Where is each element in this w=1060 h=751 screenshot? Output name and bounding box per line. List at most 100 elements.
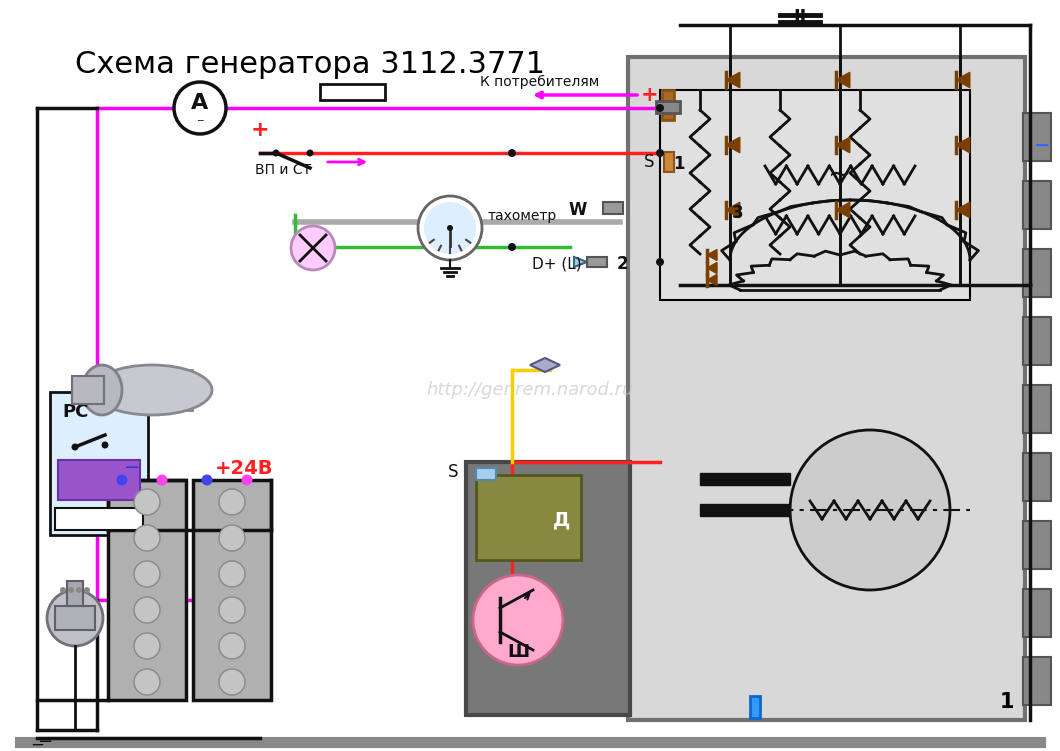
Bar: [662, 90, 674, 120]
Ellipse shape: [92, 365, 212, 415]
Bar: [628, 57, 1025, 720]
Circle shape: [424, 202, 476, 254]
Polygon shape: [707, 263, 717, 273]
Polygon shape: [707, 275, 717, 285]
Text: тахометр: тахометр: [488, 209, 558, 223]
Circle shape: [134, 489, 160, 515]
Bar: [700, 504, 790, 516]
Bar: [72, 376, 104, 404]
Bar: [664, 152, 674, 172]
Text: −: −: [37, 733, 53, 751]
Text: −: −: [124, 459, 140, 478]
Bar: [108, 480, 186, 700]
Circle shape: [790, 430, 950, 590]
Circle shape: [71, 444, 78, 451]
Bar: [750, 696, 760, 718]
Circle shape: [272, 149, 280, 156]
Circle shape: [292, 226, 335, 270]
Bar: [50, 392, 148, 535]
Text: II: II: [793, 8, 807, 26]
Text: http://genrem.narod.ru: http://genrem.narod.ru: [426, 381, 634, 399]
Polygon shape: [956, 202, 970, 218]
Circle shape: [117, 475, 127, 485]
Text: 2: 2: [616, 255, 628, 273]
Circle shape: [219, 561, 245, 587]
Bar: [1023, 113, 1052, 161]
Bar: [1023, 249, 1052, 297]
Text: _: _: [197, 111, 202, 121]
Text: −: −: [1034, 135, 1050, 155]
Text: W: W: [569, 201, 587, 219]
Text: +: +: [250, 120, 269, 140]
Text: D+ (L): D+ (L): [532, 257, 582, 272]
Bar: [67, 581, 83, 606]
Polygon shape: [956, 137, 970, 152]
Text: +: +: [641, 85, 659, 105]
Text: Схема генератора 3112.3771: Схема генератора 3112.3771: [75, 50, 545, 79]
Circle shape: [219, 597, 245, 623]
Circle shape: [134, 633, 160, 659]
Polygon shape: [835, 137, 850, 152]
Polygon shape: [956, 72, 970, 88]
Bar: [660, 90, 970, 300]
Bar: [1023, 589, 1052, 637]
Circle shape: [508, 149, 516, 157]
Polygon shape: [726, 202, 740, 218]
Circle shape: [76, 587, 82, 593]
Text: −: −: [30, 736, 43, 751]
Polygon shape: [726, 137, 740, 152]
Text: 1: 1: [673, 155, 685, 173]
Bar: [476, 475, 581, 560]
Circle shape: [656, 258, 664, 266]
Text: РС: РС: [61, 403, 88, 421]
Polygon shape: [707, 249, 717, 261]
Circle shape: [60, 587, 66, 593]
Circle shape: [656, 104, 664, 112]
Bar: [1023, 317, 1052, 365]
Circle shape: [47, 590, 103, 646]
Bar: [587, 257, 607, 267]
Circle shape: [174, 82, 226, 134]
Text: A: A: [192, 93, 209, 113]
Circle shape: [102, 442, 108, 448]
Bar: [1023, 657, 1052, 705]
Bar: [466, 462, 630, 715]
Polygon shape: [835, 202, 850, 218]
Bar: [603, 202, 623, 214]
Text: 1: 1: [1000, 692, 1014, 712]
Polygon shape: [726, 72, 740, 88]
Polygon shape: [530, 358, 560, 372]
Circle shape: [508, 243, 516, 251]
Text: 3: 3: [732, 204, 744, 222]
Bar: [1023, 181, 1052, 229]
Circle shape: [219, 525, 245, 551]
Circle shape: [219, 489, 245, 515]
Text: Д: Д: [552, 511, 569, 529]
Circle shape: [84, 587, 90, 593]
Bar: [1023, 385, 1052, 433]
Bar: [55, 606, 95, 630]
Circle shape: [134, 597, 160, 623]
Ellipse shape: [82, 365, 122, 415]
Text: +24В: +24В: [215, 459, 273, 478]
Circle shape: [473, 575, 563, 665]
Circle shape: [134, 669, 160, 695]
Bar: [320, 84, 385, 100]
Bar: [1023, 453, 1052, 501]
Bar: [1023, 521, 1052, 569]
Circle shape: [418, 196, 482, 260]
Text: Ш: Ш: [507, 643, 529, 661]
Bar: [700, 473, 790, 485]
Circle shape: [656, 149, 664, 157]
Circle shape: [134, 525, 160, 551]
Bar: [58, 460, 140, 500]
Polygon shape: [575, 257, 587, 267]
Circle shape: [219, 633, 245, 659]
Circle shape: [447, 225, 453, 231]
Text: ~: ~: [828, 161, 851, 189]
Bar: [656, 101, 681, 113]
Text: ВП и СТ: ВП и СТ: [255, 163, 312, 177]
Bar: [193, 480, 271, 700]
Circle shape: [68, 587, 74, 593]
Circle shape: [134, 561, 160, 587]
